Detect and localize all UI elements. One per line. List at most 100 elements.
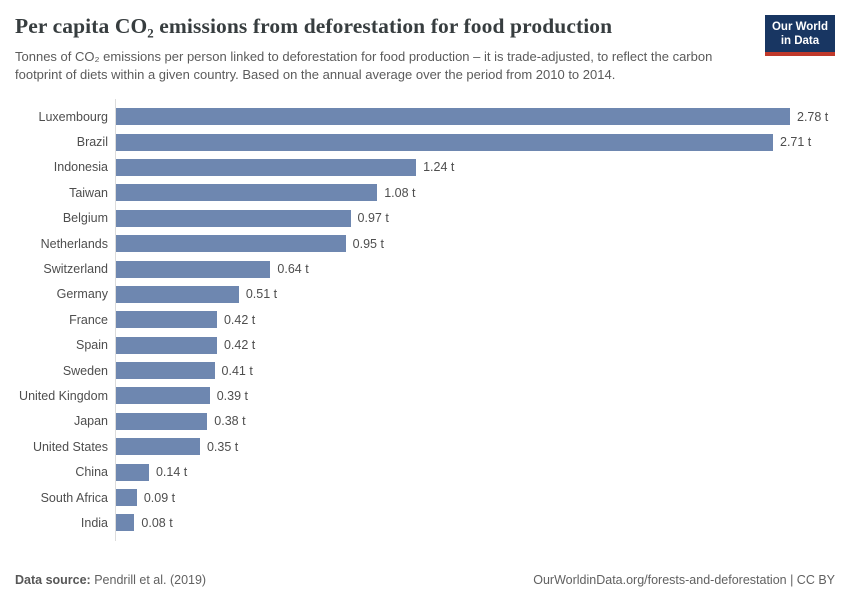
bar-category-label: Brazil bbox=[76, 135, 108, 150]
bar-track: 0.09 t bbox=[115, 489, 835, 507]
data-source-label: Data source: bbox=[15, 573, 91, 587]
bar[interactable] bbox=[115, 463, 149, 481]
bar[interactable] bbox=[115, 387, 210, 405]
bar-value-label: 0.97 t bbox=[357, 211, 389, 226]
bar-value-label: 2.71 t bbox=[780, 135, 812, 150]
bar-value-label: 0.42 t bbox=[223, 338, 256, 353]
bar-track: 2.71 t bbox=[115, 133, 835, 151]
bar-row: United States 0.35 t bbox=[15, 434, 835, 459]
bar-row: Germany 0.51 t bbox=[15, 282, 835, 307]
bar-track: 0.41 t bbox=[115, 362, 835, 380]
bar-value-label: 0.38 t bbox=[214, 414, 246, 429]
data-source-value: Pendrill et al. (2019) bbox=[94, 573, 207, 587]
bar-category-label: Spain bbox=[76, 338, 108, 353]
bar-value-label: 0.14 t bbox=[155, 465, 188, 480]
bar[interactable] bbox=[115, 489, 137, 507]
bar-row: United Kingdom 0.39 t bbox=[15, 383, 835, 408]
bar[interactable] bbox=[115, 108, 790, 126]
bar-row: Indonesia 1.24 t bbox=[15, 155, 835, 180]
bar-row: Spain 0.42 t bbox=[15, 333, 835, 358]
bar-value-label: 0.08 t bbox=[141, 515, 173, 530]
bar-value-label: 0.39 t bbox=[216, 388, 248, 403]
bar-track: 2.78 t bbox=[115, 108, 835, 126]
bar-category-label: Germany bbox=[56, 287, 108, 302]
bar-track: 0.42 t bbox=[115, 336, 835, 354]
bar-category-label: South Africa bbox=[40, 490, 108, 505]
logo-line-2: in Data bbox=[780, 35, 820, 48]
bar-track: 0.97 t bbox=[115, 209, 835, 227]
bar-category-label: France bbox=[69, 312, 108, 327]
bar-row: Switzerland 0.64 t bbox=[15, 256, 835, 281]
bar-value-label: 0.35 t bbox=[206, 439, 239, 454]
bar-category-label: China bbox=[75, 465, 108, 480]
bar-value-label: 0.09 t bbox=[143, 490, 176, 505]
bar-category-label: Sweden bbox=[62, 363, 108, 378]
bar-track: 0.39 t bbox=[115, 387, 835, 405]
bar[interactable] bbox=[115, 260, 271, 278]
chart-title: Per capita CO₂ emissions from deforestat… bbox=[15, 14, 613, 38]
bar-row: China 0.14 t bbox=[15, 459, 835, 484]
axis-line bbox=[115, 99, 116, 541]
bar-track: 0.51 t bbox=[115, 285, 835, 303]
footer-link[interactable]: OurWorldinData.org/forests-and-deforesta… bbox=[533, 573, 835, 587]
bar-category-label: United States bbox=[32, 439, 108, 454]
bar-track: 1.08 t bbox=[115, 184, 835, 202]
bar[interactable] bbox=[115, 285, 239, 303]
data-source: Data source: Pendrill et al. (2019) bbox=[15, 573, 206, 587]
bar-track: 0.35 t bbox=[115, 438, 835, 456]
bar-track: 0.38 t bbox=[115, 412, 835, 430]
chart-subtitle: Tonnes of CO₂ emissions per person linke… bbox=[15, 49, 713, 82]
bar-row: South Africa 0.09 t bbox=[15, 485, 835, 510]
bar[interactable] bbox=[115, 158, 417, 176]
bar-track: 0.08 t bbox=[115, 514, 835, 532]
footer: Data source: Pendrill et al. (2019) OurW… bbox=[15, 573, 835, 587]
bar-category-label: Luxembourg bbox=[38, 109, 109, 124]
bar-value-label: 0.64 t bbox=[277, 262, 309, 277]
bar-row: Brazil 2.71 t bbox=[15, 129, 835, 154]
bar[interactable] bbox=[115, 209, 351, 227]
bar-value-label: 0.51 t bbox=[245, 287, 278, 302]
bar-track: 0.64 t bbox=[115, 260, 835, 278]
bar[interactable] bbox=[115, 438, 200, 456]
bar-row: India 0.08 t bbox=[15, 510, 835, 535]
bar-row: Luxembourg 2.78 t bbox=[15, 104, 835, 129]
bar-row: Taiwan 1.08 t bbox=[15, 180, 835, 205]
bar[interactable] bbox=[115, 514, 135, 532]
bar-category-label: Switzerland bbox=[43, 262, 108, 277]
bar-track: 0.42 t bbox=[115, 311, 835, 329]
bar-row: Japan 0.38 t bbox=[15, 409, 835, 434]
bar[interactable] bbox=[115, 336, 217, 354]
logo-line-1: Our World bbox=[771, 21, 828, 33]
bar[interactable] bbox=[115, 184, 378, 202]
bar-row: Netherlands 0.95 t bbox=[15, 231, 835, 256]
bar-category-label: India bbox=[80, 515, 108, 530]
bar-value-label: 0.41 t bbox=[221, 363, 253, 378]
bar-category-label: Netherlands bbox=[40, 236, 108, 251]
bar-rows: Luxembourg 2.78 t Brazil 2.71 t Indonesi… bbox=[15, 104, 835, 536]
bar[interactable] bbox=[115, 311, 217, 329]
bar-category-label: Indonesia bbox=[53, 160, 108, 175]
bar-value-label: 1.24 t bbox=[423, 160, 455, 175]
bar-row: Sweden 0.41 t bbox=[15, 358, 835, 383]
bar-value-label: 1.08 t bbox=[384, 185, 416, 200]
bar[interactable] bbox=[115, 362, 215, 380]
bar-row: Belgium 0.97 t bbox=[15, 206, 835, 231]
bar-row: France 0.42 t bbox=[15, 307, 835, 332]
bar-category-label: Taiwan bbox=[69, 185, 108, 200]
bar-track: 1.24 t bbox=[115, 158, 835, 176]
header-text: Per capita CO₂ emissions from deforestat… bbox=[15, 12, 747, 84]
bar[interactable] bbox=[115, 412, 208, 430]
bar-value-label: 0.95 t bbox=[352, 236, 384, 251]
bar[interactable] bbox=[115, 235, 346, 253]
bar-value-label: 0.42 t bbox=[223, 312, 256, 327]
header: Per capita CO₂ emissions from deforestat… bbox=[15, 12, 835, 84]
bar-chart: Luxembourg 2.78 t Brazil 2.71 t Indonesi… bbox=[15, 99, 835, 541]
bar-value-label: 2.78 t bbox=[797, 109, 829, 124]
bar[interactable] bbox=[115, 133, 773, 151]
owid-logo[interactable]: Our World in Data bbox=[764, 15, 835, 56]
bar-category-label: Belgium bbox=[62, 211, 108, 226]
bar-track: 0.14 t bbox=[115, 463, 835, 481]
bar-track: 0.95 t bbox=[115, 235, 835, 253]
bar-category-label: United Kingdom bbox=[19, 388, 108, 403]
